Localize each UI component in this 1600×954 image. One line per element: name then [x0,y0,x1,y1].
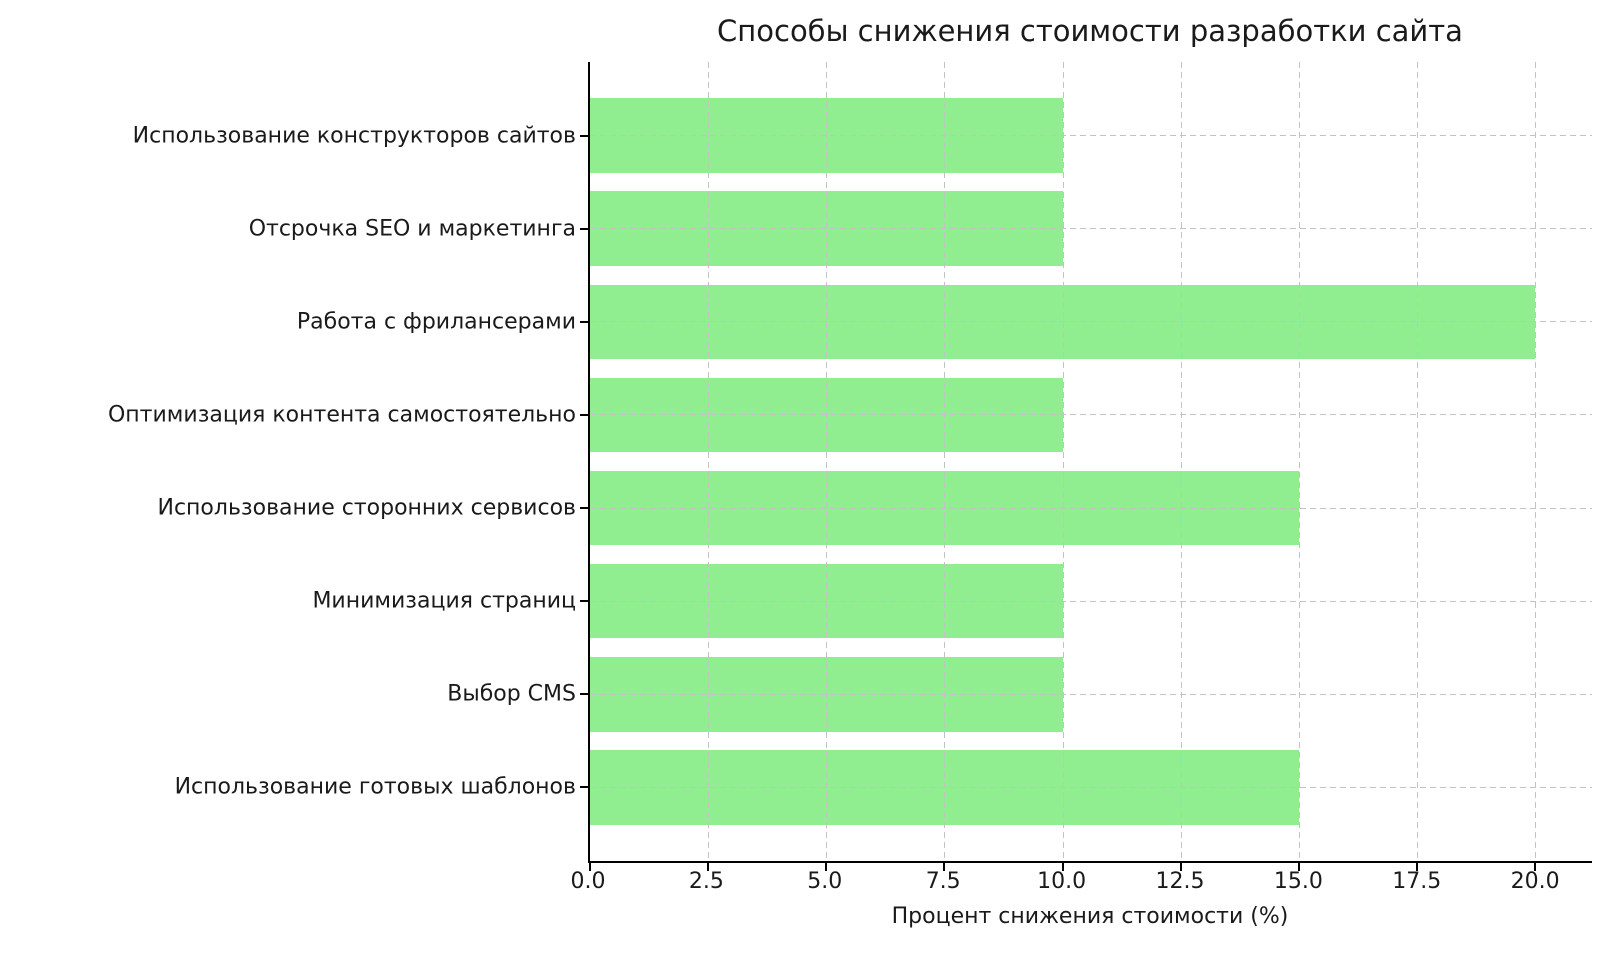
x-axis-label: Процент снижения стоимости (%) [891,904,1289,929]
y-tick-mark [580,693,588,696]
x-tick-mark [825,863,828,871]
x-tick-mark [943,863,946,871]
plot-area [580,62,1592,871]
x-gridline [1535,62,1537,861]
x-tick-mark [1061,863,1064,871]
x-tick-label: 12.5 [1155,869,1205,894]
x-gridline [1298,62,1300,861]
y-tick-mark [580,786,588,789]
y-tick-mark [580,413,588,416]
y-tick-mark [580,227,588,230]
x-tick-label: 20.0 [1510,869,1560,894]
y-gridline [590,135,1592,137]
x-gridline [708,62,710,861]
x-tick-mark [707,863,710,871]
x-tick-label: 0.0 [570,869,606,894]
x-gridline [1062,62,1064,861]
x-tick-mark [1297,863,1300,871]
y-tick-label: Работа с фрилансерами [296,309,576,335]
y-tick-label: Выбор CMS [447,681,576,707]
x-axis-tick-labels: 0.0 2.5 5.0 7.5 10.0 12.5 15.0 17.5 20.0 [571,869,1592,897]
x-tick-label: 2.5 [688,869,724,894]
x-tick-mark [1416,863,1419,871]
y-tick-label: Использование готовых шаблонов [174,774,576,800]
y-tick-label: Отсрочка SEO и маркетинга [248,216,576,242]
y-tick-mark [580,320,588,323]
x-tick-label: 15.0 [1273,869,1323,894]
y-gridline [590,786,1592,788]
x-gridline [1417,62,1419,861]
y-gridline [590,600,1592,602]
y-tick-label: Минимизация страниц [312,588,576,614]
x-gridline [944,62,946,861]
x-tick-mark [589,863,591,871]
y-gridline [590,507,1592,509]
y-tick-mark [580,134,588,137]
y-tick-mark [580,507,588,510]
x-tick-mark [1534,863,1537,871]
y-tick-label: Использование конструкторов сайтов [132,123,576,149]
y-gridline [590,228,1592,230]
x-tick-label: 10.0 [1037,869,1087,894]
x-tick-label: 7.5 [925,869,961,894]
y-axis-category-labels: Использование конструкторов сайтов Отсроч… [0,62,576,863]
x-gridline [1180,62,1182,861]
x-tick-mark [1179,863,1182,871]
y-gridline [590,693,1592,695]
x-tick-label: 17.5 [1392,869,1442,894]
y-tick-label: Оптимизация контента самостоятельно [107,402,576,428]
y-gridline [590,321,1592,323]
chart-title: Способы снижения стоимости разработки са… [717,14,1463,48]
y-tick-label: Использование сторонних сервисов [157,495,577,521]
x-tick-label: 5.0 [807,869,843,894]
y-gridline [590,414,1592,416]
y-tick-mark [580,600,588,603]
x-gridline [826,62,828,861]
